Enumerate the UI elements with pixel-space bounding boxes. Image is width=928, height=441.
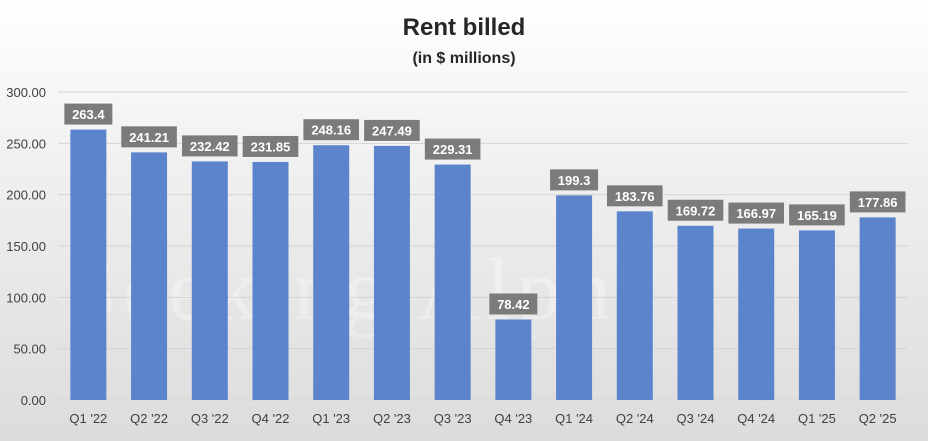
bar: [738, 228, 775, 400]
bar: [798, 230, 835, 400]
data-label: 229.31: [433, 142, 473, 157]
bar: [859, 217, 896, 400]
x-tick-label: Q1 '23: [312, 411, 350, 426]
data-label-box: [728, 202, 785, 224]
data-label: 247.49: [372, 123, 412, 138]
x-tick-label: Q2 '22: [130, 411, 168, 426]
data-label: 183.76: [615, 189, 655, 204]
bar: [677, 225, 714, 400]
data-label-box: [789, 204, 845, 226]
bar: [252, 161, 289, 400]
data-label-box: [849, 191, 906, 213]
y-tick-label: 200.00: [6, 188, 46, 203]
data-label-box: [242, 135, 299, 157]
x-tick-label: Q3 '23: [434, 411, 472, 426]
bar: [131, 152, 168, 400]
bar: [556, 195, 593, 400]
x-axis-ticks: Q1 '22 Q2 '22 Q3 '22 Q4 '22 Q1 '23 Q2 '23 Q3 '…: [69, 411, 896, 426]
data-label-box: [364, 119, 420, 141]
data-label: 231.85: [251, 139, 291, 154]
y-axis-ticks: 0.00 50.00 100.00 150.00 200.00 250.00 300.00: [6, 85, 46, 408]
bar: [495, 319, 532, 400]
y-tick-label: 250.00: [6, 136, 46, 151]
bar: [191, 161, 228, 400]
data-label-box: [121, 126, 177, 148]
chart-subtitle: (in $ millions): [412, 50, 516, 67]
data-label-box: [667, 199, 724, 221]
bar: [616, 211, 653, 400]
y-tick-label: 0.00: [21, 393, 46, 408]
y-tick-label: 300.00: [6, 85, 46, 100]
x-tick-label: Q1 '24: [555, 411, 593, 426]
data-label: 166.97: [736, 206, 776, 221]
x-tick-label: Q4 '24: [737, 411, 775, 426]
data-label: 263.4: [72, 107, 105, 122]
x-tick-label: Q4 '23: [494, 411, 532, 426]
y-tick-label: 150.00: [6, 239, 46, 254]
x-tick-label: Q4 '22: [252, 411, 290, 426]
bar: [313, 145, 350, 400]
data-label: 241.21: [129, 130, 169, 145]
data-label: 232.42: [190, 139, 230, 154]
data-label-box: [303, 119, 360, 141]
x-tick-label: Q1 '25: [798, 411, 836, 426]
data-label-box: [424, 138, 481, 160]
bar: [70, 129, 107, 401]
bars: [70, 129, 896, 401]
data-labels: 263.4 241.21 232.42 231.85 248.16 247.49 229.3…: [64, 103, 906, 315]
data-label: 165.19: [797, 208, 837, 223]
data-label: 169.72: [676, 203, 716, 218]
data-label: 177.86: [858, 195, 898, 210]
data-label-box: [64, 103, 113, 125]
x-tick-label: Q2 '25: [859, 411, 897, 426]
chart-title: Rent billed: [402, 14, 526, 41]
bar: [373, 145, 410, 400]
x-tick-label: Q2 '23: [373, 411, 411, 426]
data-label: 78.42: [497, 297, 530, 312]
x-tick-label: Q1 '22: [69, 411, 107, 426]
x-tick-label: Q2 '24: [616, 411, 654, 426]
data-label: 199.3: [558, 173, 591, 188]
x-tick-label: Q3 '24: [677, 411, 715, 426]
data-label-box: [550, 169, 599, 191]
x-tick-label: Q3 '22: [191, 411, 229, 426]
y-tick-label: 100.00: [6, 290, 46, 305]
data-label-box: [606, 185, 663, 207]
data-label-box: [489, 293, 538, 315]
data-label: 248.16: [311, 123, 351, 138]
data-label-box: [181, 135, 238, 157]
bar: [434, 164, 471, 400]
y-tick-label: 50.00: [13, 342, 46, 357]
